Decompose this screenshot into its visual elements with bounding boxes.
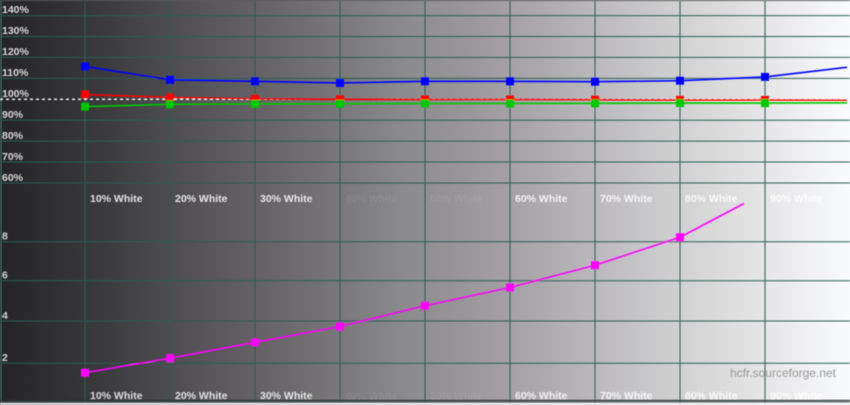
svg-text:10% White: 10% White: [90, 193, 143, 205]
svg-text:100%: 100%: [2, 88, 30, 100]
svg-text:90% White: 90% White: [770, 390, 823, 402]
svg-text:2: 2: [2, 352, 8, 364]
svg-text:70% White: 70% White: [600, 390, 653, 402]
svg-text:60% White: 60% White: [515, 193, 568, 205]
svg-text:40% White: 40% White: [345, 390, 398, 402]
svg-text:80%: 80%: [2, 130, 24, 142]
svg-text:30% White: 30% White: [260, 193, 313, 205]
svg-text:130%: 130%: [2, 25, 30, 37]
svg-text:50% White: 50% White: [430, 193, 483, 205]
svg-text:80% White: 80% White: [685, 390, 738, 402]
svg-text:60% White: 60% White: [515, 390, 568, 402]
svg-text:8: 8: [2, 231, 8, 243]
svg-text:20% White: 20% White: [175, 390, 228, 402]
svg-text:hcfr.sourceforge.net: hcfr.sourceforge.net: [730, 366, 837, 380]
svg-text:40% White: 40% White: [345, 193, 398, 205]
svg-text:80% White: 80% White: [685, 193, 738, 205]
svg-text:60%: 60%: [2, 172, 24, 184]
svg-text:90%: 90%: [2, 109, 24, 121]
svg-text:120%: 120%: [2, 46, 30, 58]
svg-text:70% White: 70% White: [600, 193, 653, 205]
svg-text:20% White: 20% White: [175, 193, 228, 205]
svg-text:30% White: 30% White: [260, 390, 313, 402]
svg-text:70%: 70%: [2, 151, 24, 163]
svg-text:90% White: 90% White: [770, 193, 823, 205]
svg-text:4: 4: [2, 310, 8, 322]
svg-text:50% White: 50% White: [430, 390, 483, 402]
svg-text:10% White: 10% White: [90, 390, 143, 402]
svg-text:140%: 140%: [2, 4, 30, 16]
svg-text:110%: 110%: [2, 67, 29, 79]
svg-text:6: 6: [2, 270, 8, 282]
